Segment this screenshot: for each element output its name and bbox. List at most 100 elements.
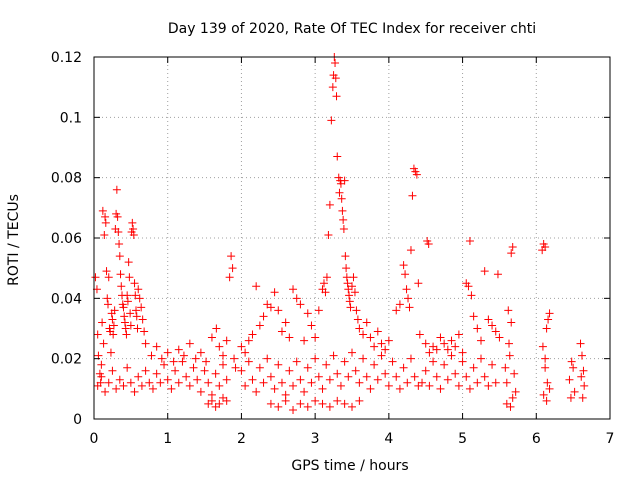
data-point: [117, 282, 126, 291]
data-point: [204, 378, 213, 387]
data-point: [541, 354, 550, 363]
data-point: [508, 393, 517, 402]
data-point: [399, 261, 408, 270]
x-tick-label: 7: [606, 431, 615, 447]
data-point: [115, 375, 124, 384]
y-tick-label: 0.04: [51, 291, 82, 307]
data-point: [185, 339, 194, 348]
data-point: [340, 176, 349, 185]
data-point: [141, 366, 150, 375]
data-point: [454, 330, 463, 339]
data-point: [543, 378, 552, 387]
data-point: [120, 312, 129, 321]
data-point: [340, 357, 349, 366]
data-point: [339, 224, 348, 233]
data-point: [322, 360, 331, 369]
data-point: [480, 267, 489, 276]
data-point: [311, 354, 320, 363]
data-point: [414, 279, 423, 288]
data-point: [344, 372, 353, 381]
data-point: [179, 351, 188, 360]
data-point: [196, 387, 205, 396]
data-point: [366, 333, 375, 342]
data-point: [147, 351, 156, 360]
data-point: [174, 345, 183, 354]
data-point: [259, 312, 268, 321]
data-point: [285, 366, 294, 375]
data-point: [138, 315, 147, 324]
data-point: [355, 324, 364, 333]
data-point: [189, 363, 198, 372]
data-point: [115, 240, 124, 249]
x-tick-label: 5: [458, 431, 467, 447]
data-point: [137, 303, 146, 312]
data-point: [289, 381, 298, 390]
data-point: [576, 339, 585, 348]
data-point: [97, 372, 106, 381]
data-point: [338, 206, 347, 215]
data-point: [345, 297, 354, 306]
y-tick-label: 0.1: [60, 110, 82, 126]
data-point: [130, 387, 139, 396]
data-point: [123, 363, 132, 372]
data-point: [171, 366, 180, 375]
data-point: [545, 309, 554, 318]
data-point: [126, 309, 135, 318]
data-point: [348, 402, 356, 411]
data-point: [222, 336, 231, 345]
data-point: [362, 372, 371, 381]
y-tick-label: 0.12: [51, 50, 82, 66]
data-point: [462, 372, 471, 381]
data-point: [359, 330, 368, 339]
data-point: [196, 348, 205, 357]
data-point: [285, 333, 294, 342]
data-point: [211, 369, 220, 378]
data-point: [163, 375, 172, 384]
data-point: [321, 288, 330, 297]
data-point: [115, 252, 124, 261]
data-point: [270, 288, 279, 297]
data-point: [329, 351, 338, 360]
data-point: [200, 366, 209, 375]
data-point: [484, 315, 493, 324]
data-point: [424, 240, 433, 249]
axis-ticks: [93, 56, 611, 420]
data-point: [215, 381, 224, 390]
data-points: [91, 53, 589, 414]
data-point: [469, 312, 478, 321]
data-point: [123, 291, 132, 300]
data-point: [440, 339, 449, 348]
data-point: [333, 396, 342, 405]
data-point: [134, 372, 143, 381]
data-point: [244, 357, 253, 366]
data-point: [566, 393, 575, 402]
data-point: [277, 327, 286, 336]
data-point: [296, 399, 305, 408]
data-point: [570, 387, 579, 396]
data-point: [351, 366, 360, 375]
data-point: [377, 339, 386, 348]
data-point: [402, 285, 411, 294]
data-point: [98, 318, 107, 327]
data-point: [307, 321, 316, 330]
data-point: [579, 366, 588, 375]
data-point: [467, 291, 476, 300]
data-point: [458, 348, 467, 357]
data-point: [436, 384, 445, 393]
data-point: [129, 230, 138, 239]
data-point: [464, 282, 473, 291]
data-point: [102, 267, 111, 276]
x-tick-label: 6: [532, 431, 541, 447]
data-point: [91, 273, 100, 282]
data-point: [421, 339, 430, 348]
data-point: [120, 318, 129, 327]
data-point: [337, 194, 346, 203]
plot-frame: [93, 56, 611, 420]
data-point: [252, 387, 261, 396]
data-point: [126, 321, 135, 330]
data-point: [544, 315, 553, 324]
data-point: [443, 345, 452, 354]
data-point: [412, 170, 421, 179]
data-point: [539, 390, 548, 399]
data-point: [248, 375, 257, 384]
